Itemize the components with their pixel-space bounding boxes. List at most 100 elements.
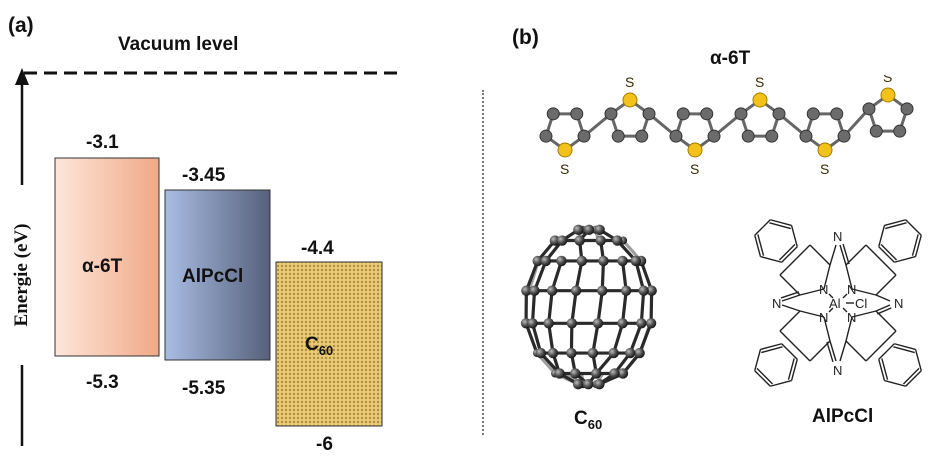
c60-atom bbox=[577, 256, 587, 266]
c60-atom bbox=[570, 368, 580, 378]
pc-bond bbox=[894, 257, 915, 263]
c60-atom bbox=[527, 318, 537, 328]
pc-bond bbox=[770, 381, 791, 387]
pc-inner-nitrogen: N bbox=[819, 282, 828, 297]
c60-atom bbox=[543, 318, 553, 328]
sulfur-label: S bbox=[820, 161, 829, 177]
y-axis-label: Energie (eV) bbox=[11, 210, 33, 340]
pc-bond bbox=[916, 349, 922, 370]
carbon-atom bbox=[612, 130, 624, 142]
pc-bond bbox=[810, 245, 830, 265]
carbon-atom bbox=[540, 130, 552, 142]
c60-atom bbox=[609, 368, 619, 378]
c60-atom bbox=[567, 318, 577, 328]
carbon-atom bbox=[701, 108, 713, 120]
c60-atom bbox=[536, 348, 546, 358]
sulfur-label: S bbox=[560, 161, 569, 177]
c60-atom bbox=[548, 348, 558, 358]
carbon-atom bbox=[677, 108, 689, 120]
pc-bond bbox=[780, 311, 800, 331]
c60-atom bbox=[617, 256, 627, 266]
homo-c60: -6 bbox=[316, 434, 333, 456]
c60-atom bbox=[583, 379, 593, 389]
pc-inner-nitrogen: N bbox=[847, 282, 856, 297]
homo-alpha-6t: -5.3 bbox=[86, 372, 119, 394]
c60-atom bbox=[596, 235, 606, 245]
c60-atom bbox=[566, 348, 576, 358]
c60-atom bbox=[608, 348, 618, 358]
pc-bond bbox=[782, 295, 800, 301]
pc-bond bbox=[760, 257, 781, 263]
sulfur-label: S bbox=[625, 75, 634, 90]
c60-atom bbox=[612, 235, 622, 245]
carbon-atom bbox=[547, 108, 559, 120]
c60-atom bbox=[634, 348, 644, 358]
c60-atom bbox=[646, 318, 656, 328]
c60-atom bbox=[631, 256, 641, 266]
c60-atom bbox=[593, 318, 603, 328]
pc-bond bbox=[755, 349, 761, 370]
c60-atom bbox=[556, 256, 566, 266]
c60-atom bbox=[571, 285, 581, 295]
c60-atom bbox=[529, 285, 539, 295]
sulfur-label: S bbox=[690, 161, 699, 177]
pc-bond bbox=[840, 245, 846, 265]
pc-bond bbox=[830, 341, 836, 361]
pc-bond bbox=[792, 225, 798, 246]
carbon-atom bbox=[870, 125, 882, 137]
carbon-atom bbox=[742, 130, 754, 142]
pc-meso-nitrogen: N bbox=[833, 363, 842, 378]
carbon-atom bbox=[578, 130, 590, 142]
c60-atom bbox=[584, 225, 594, 235]
lumo-alpcl: -3.45 bbox=[182, 165, 225, 187]
fullerene-model bbox=[515, 215, 665, 400]
pc-aluminum: Al bbox=[829, 296, 841, 311]
carbon-atom bbox=[894, 125, 906, 137]
sulfur-atom bbox=[558, 143, 572, 157]
carbon-atom bbox=[636, 130, 648, 142]
energy-axis-arrowhead bbox=[15, 68, 29, 85]
carbon-atom bbox=[773, 108, 785, 120]
c60-atom bbox=[625, 348, 635, 358]
sulfur-atom bbox=[818, 143, 832, 157]
c60-atom bbox=[636, 318, 646, 328]
carbon-atom bbox=[670, 130, 682, 142]
sulfur-atom bbox=[688, 143, 702, 157]
homo-alpcl: -5.35 bbox=[182, 378, 225, 400]
phthalocyanine-label: AlPcCl bbox=[812, 406, 873, 428]
pc-bond bbox=[876, 275, 896, 295]
pc-meso-nitrogen: N bbox=[894, 296, 903, 311]
pc-chlorine: Cl bbox=[855, 296, 867, 311]
carbon-atom bbox=[807, 108, 819, 120]
c60-atom bbox=[638, 285, 648, 295]
energy-diagram bbox=[0, 0, 470, 452]
carbon-atom bbox=[800, 130, 812, 142]
c60-atom bbox=[573, 379, 583, 389]
c60-atom bbox=[621, 285, 631, 295]
pc-inner-nitrogen: N bbox=[819, 310, 828, 325]
c60-atom bbox=[547, 285, 557, 295]
pc-bond bbox=[781, 292, 799, 298]
c60-atom bbox=[574, 235, 584, 245]
carbon-atom bbox=[863, 103, 875, 115]
carbon-atom bbox=[766, 130, 778, 142]
c60-atom bbox=[591, 368, 601, 378]
c60-atom bbox=[588, 348, 598, 358]
bar-label-alpha-6t: α-6T bbox=[82, 256, 122, 278]
pc-bond bbox=[782, 305, 800, 311]
pc-bond bbox=[827, 342, 833, 362]
sulfur-atom bbox=[881, 88, 895, 102]
carbon-atom bbox=[735, 108, 747, 120]
lumo-c60: -4.4 bbox=[301, 238, 334, 260]
pc-bond bbox=[840, 341, 846, 361]
carbon-atom bbox=[838, 130, 850, 142]
carbon-atom bbox=[708, 130, 720, 142]
panel-b-label: (b) bbox=[512, 26, 539, 50]
sulfur-atom bbox=[623, 93, 637, 107]
sexithiophene-title: α-6T bbox=[710, 48, 750, 70]
pc-bond bbox=[876, 295, 890, 301]
carbon-atom bbox=[643, 108, 655, 120]
carbon-atom bbox=[831, 108, 843, 120]
c60-atom bbox=[617, 318, 627, 328]
